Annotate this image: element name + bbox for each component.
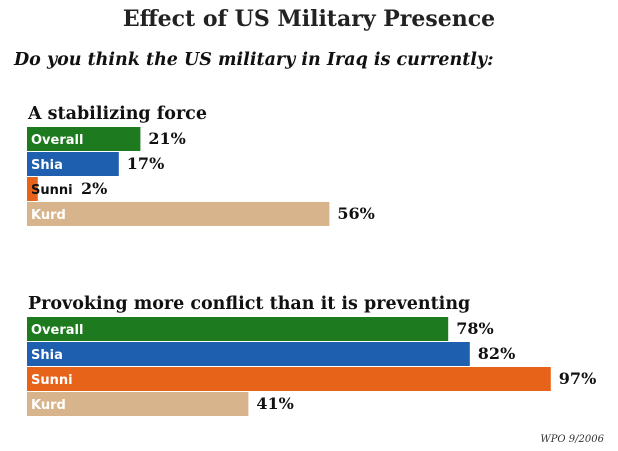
value-label-1-sunni: 2%: [81, 179, 107, 198]
category-label-1-shia: Shia: [31, 158, 63, 173]
value-label-1-kurd: 56%: [337, 204, 374, 223]
value-label-2-overall: 78%: [456, 319, 493, 338]
value-label-1-overall: 21%: [148, 129, 185, 148]
source-note: WPO 9/2006: [540, 434, 604, 445]
bar-1-overall: [27, 127, 141, 151]
bar-2-kurd: [27, 392, 249, 416]
category-label-2-kurd: Kurd: [31, 398, 66, 413]
bar-2-shia: [27, 342, 470, 366]
category-label-1-kurd: Kurd: [31, 208, 66, 223]
bar-1-shia: [27, 152, 119, 176]
value-label-2-sunni: 97%: [559, 369, 596, 388]
group-title-2: Provoking more conflict than it is preve…: [28, 294, 470, 314]
chart-subtitle: Do you think the US military in Iraq is …: [14, 50, 494, 70]
bar-2-sunni: [27, 367, 551, 391]
category-label-2-overall: Overall: [31, 323, 83, 338]
category-label-1-overall: Overall: [31, 133, 83, 148]
bar-2-overall: [27, 317, 449, 341]
value-label-1-shia: 17%: [127, 154, 164, 173]
value-label-2-shia: 82%: [478, 344, 515, 363]
value-label-2-kurd: 41%: [256, 394, 293, 413]
group-title-1: A stabilizing force: [27, 104, 207, 124]
category-label-2-sunni: Sunni: [31, 373, 73, 388]
bar-1-sunni: [27, 177, 38, 201]
bar-1-kurd: [27, 202, 330, 226]
category-label-2-shia: Shia: [31, 348, 63, 363]
category-label-1-sunni: Sunni: [31, 183, 73, 198]
chart-title: Effect of US Military Presence: [122, 6, 496, 32]
